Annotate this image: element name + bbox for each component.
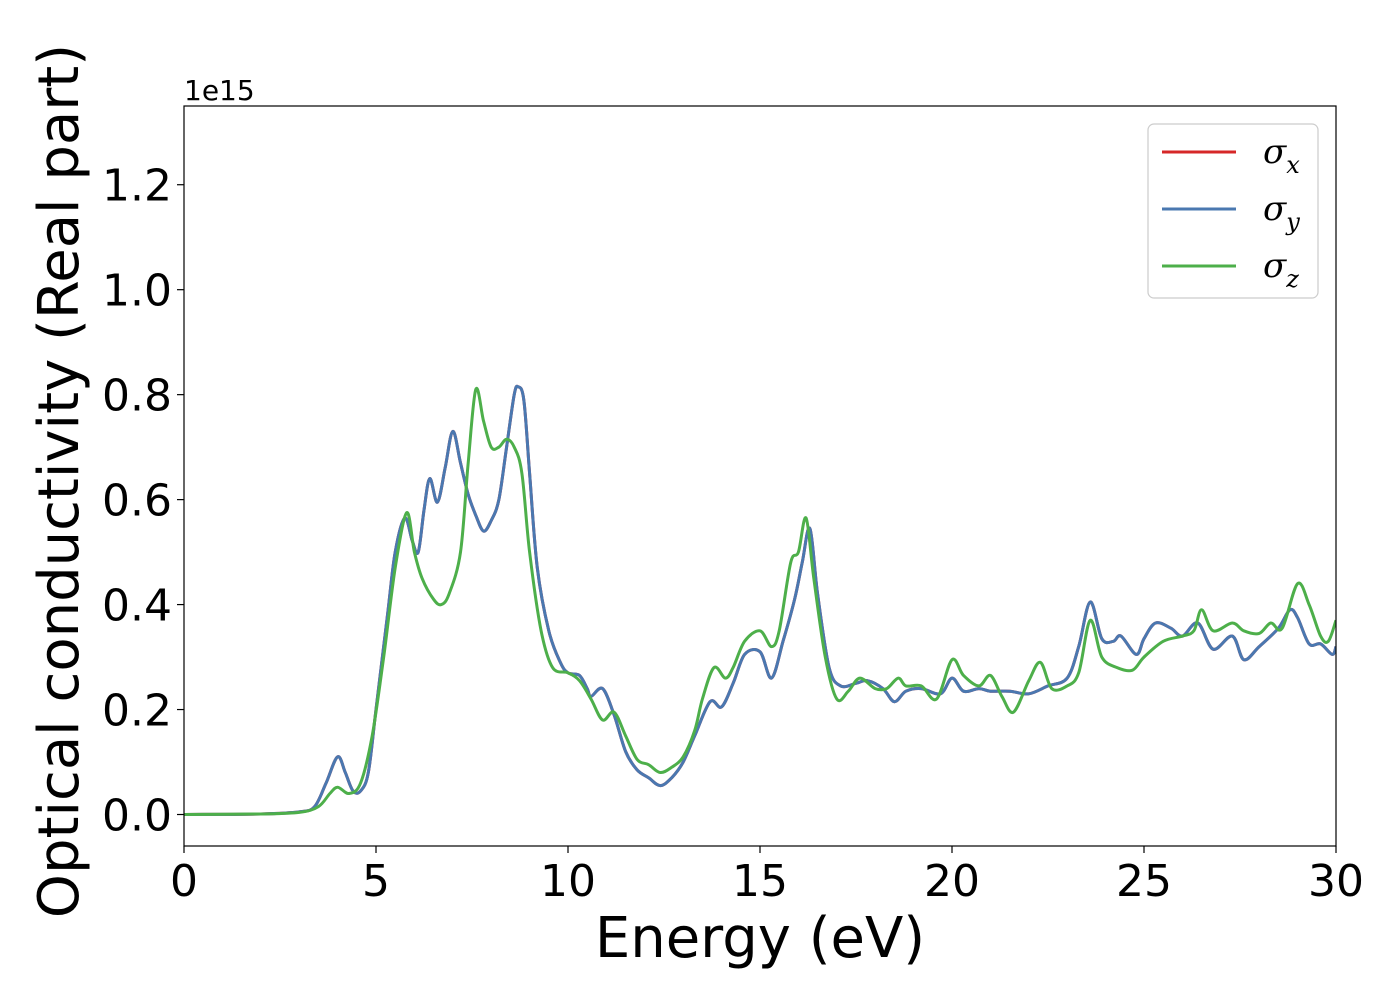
series-layer xyxy=(184,384,1336,816)
y-axis-offset-text: 1e15 xyxy=(184,74,255,107)
legend-label-x: σx xyxy=(1263,132,1300,179)
x-tick-label: 10 xyxy=(540,856,596,907)
y-axis-ticks: 0.0 0.2 0.4 0.6 0.8 1.0 1.2 xyxy=(102,161,184,842)
x-tick-label: 0 xyxy=(170,856,198,907)
y-tick-label: 0.6 xyxy=(102,476,172,527)
x-tick-label: 15 xyxy=(732,856,788,907)
y-axis-title: Optical conductivity (Real part) xyxy=(27,44,92,918)
series-line-z xyxy=(184,386,1336,816)
legend-label-z: σz xyxy=(1263,246,1299,293)
y-tick-label: 0.0 xyxy=(102,791,172,842)
legend-label-subscript: z xyxy=(1285,265,1299,293)
y-tick-label: 0.2 xyxy=(102,686,172,737)
legend-label-symbol: σ xyxy=(1263,132,1287,172)
y-tick-label: 1.0 xyxy=(102,266,172,317)
legend-label-subscript: y xyxy=(1285,208,1300,236)
y-tick-label: 0.4 xyxy=(102,581,172,632)
x-axis-title: Energy (eV) xyxy=(595,906,925,971)
legend-label-subscript: x xyxy=(1286,151,1300,179)
y-tick-label: 1.2 xyxy=(102,161,172,212)
y-tick-label: 0.8 xyxy=(102,371,172,422)
legend-label-y: σy xyxy=(1263,189,1300,236)
x-tick-label: 5 xyxy=(362,856,390,907)
x-tick-label: 30 xyxy=(1308,856,1364,907)
legend-box xyxy=(1147,123,1319,299)
x-axis-ticks: 0 5 10 15 20 25 30 xyxy=(170,846,1364,907)
legend-label-symbol: σ xyxy=(1263,246,1287,286)
series-line-y xyxy=(184,384,1336,816)
legend-label-symbol: σ xyxy=(1263,189,1287,229)
x-tick-label: 20 xyxy=(924,856,980,907)
x-tick-label: 25 xyxy=(1116,856,1172,907)
